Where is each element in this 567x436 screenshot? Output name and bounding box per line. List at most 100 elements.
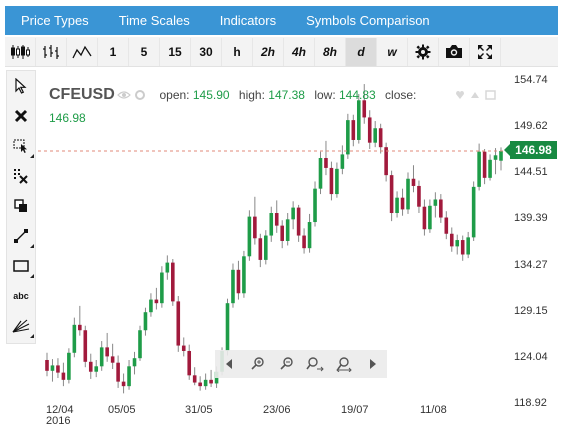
period-4h-button[interactable]: 4h	[284, 37, 315, 66]
zoom-reset-icon[interactable]	[333, 353, 355, 375]
drawing-tools-sidebar: abc	[6, 70, 36, 344]
copy-icon[interactable]	[7, 191, 35, 221]
candlestick-chart[interactable]	[38, 70, 506, 400]
menu-price-types[interactable]: Price Types	[21, 13, 89, 28]
heart-icon[interactable]	[456, 91, 464, 99]
candle	[138, 325, 142, 361]
candle	[181, 337, 186, 357]
trend-line-icon[interactable]	[7, 221, 35, 251]
legend-tools	[117, 88, 147, 106]
candle	[477, 143, 481, 191]
x-tick-label: 11/08	[420, 404, 447, 416]
delete-x-icon[interactable]	[7, 101, 35, 131]
gear-small-icon[interactable]	[135, 90, 145, 100]
candle	[406, 172, 410, 214]
zoom-expand-icon[interactable]	[304, 353, 326, 375]
scroll-right-icon[interactable]	[362, 353, 384, 375]
x-tick-label: 31/05	[185, 404, 213, 416]
candle	[395, 191, 399, 218]
fan-lines-icon[interactable]	[7, 311, 35, 341]
period-5-button[interactable]: 5	[129, 37, 160, 66]
period-d-button[interactable]: d	[346, 37, 377, 66]
period-w-button[interactable]: w	[377, 37, 408, 66]
candle	[351, 114, 356, 147]
candle	[50, 359, 55, 382]
scroll-left-icon[interactable]	[218, 353, 240, 375]
candle	[482, 148, 487, 185]
camera-icon[interactable]	[439, 37, 470, 66]
close-label: close:	[385, 88, 417, 102]
cursor-arrow-icon[interactable]	[7, 71, 35, 101]
candle	[171, 259, 175, 306]
candle	[72, 317, 77, 358]
y-tick-label: 154.74	[514, 74, 548, 86]
period-8h-button[interactable]: 8h	[315, 37, 346, 66]
settings-gear-icon[interactable]	[408, 37, 439, 66]
candle	[149, 293, 153, 317]
menu-symbols-comparison[interactable]: Symbols Comparison	[306, 13, 430, 28]
fullscreen-icon[interactable]	[470, 37, 501, 66]
candle	[154, 287, 159, 310]
candle	[340, 145, 345, 175]
menu-time-scales[interactable]: Time Scales	[118, 13, 190, 28]
menu-indicators[interactable]: Indicators	[219, 13, 277, 28]
ohlc-legend: CFEUSD open: 145.90 high: 147.38 low: 14…	[49, 83, 469, 130]
period-30-button[interactable]: 30	[191, 37, 222, 66]
select-area-icon[interactable]	[7, 131, 35, 161]
symbol-name: CFEUSD	[49, 86, 115, 103]
open-value: 145.90	[192, 88, 230, 102]
eye-icon[interactable]	[117, 91, 131, 99]
candlestick-icon[interactable]	[5, 37, 36, 66]
price-axis[interactable]: 154.74 149.62 144.51 139.39 134.27 129.15 124.…	[506, 70, 560, 416]
y-tick-label: 134.27	[514, 258, 548, 271]
period-2h-button[interactable]: 2h	[253, 37, 284, 66]
candle	[258, 233, 263, 268]
period-h-button[interactable]: h	[222, 37, 253, 66]
zoom-out-icon[interactable]	[276, 353, 298, 375]
text-abc-icon[interactable]: abc	[13, 291, 29, 301]
period-15-button[interactable]: 15	[160, 37, 191, 66]
candle	[143, 307, 148, 336]
candle	[121, 373, 126, 394]
line-chart-icon[interactable]	[67, 37, 98, 66]
candle	[231, 263, 235, 308]
candle	[88, 353, 93, 379]
candle	[176, 295, 181, 352]
candle	[45, 352, 49, 377]
price-chart[interactable]	[38, 70, 506, 400]
pane-up-icon[interactable]	[471, 92, 479, 98]
candle	[362, 84, 367, 124]
candle	[329, 161, 334, 201]
high-label: high:	[238, 88, 265, 102]
candle	[203, 373, 208, 390]
maximize-pane-icon[interactable]	[485, 90, 496, 100]
candle	[433, 192, 438, 218]
candle	[335, 162, 339, 198]
pane-tools	[455, 88, 497, 106]
period-1-button[interactable]: 1	[98, 37, 129, 66]
candle	[488, 154, 492, 181]
candle	[367, 110, 372, 149]
zoom-in-icon[interactable]	[247, 353, 269, 375]
candle	[274, 200, 279, 233]
y-tick-label: 139.39	[514, 212, 548, 225]
candle	[160, 266, 164, 308]
rectangle-icon[interactable]	[7, 251, 35, 281]
candle	[417, 180, 421, 214]
candle	[110, 343, 115, 370]
clear-drawings-icon[interactable]	[7, 161, 35, 191]
candle	[400, 188, 405, 216]
candle	[384, 142, 388, 182]
open-label: open:	[159, 88, 190, 102]
candle	[318, 151, 323, 195]
candle	[83, 325, 88, 368]
x-tick-label: 05/05	[108, 404, 136, 416]
candle	[94, 359, 99, 378]
candle	[280, 220, 285, 249]
close-value: 146.98	[49, 111, 86, 125]
candle	[127, 359, 131, 390]
candle	[116, 355, 120, 388]
ohlc-bars-icon[interactable]	[36, 37, 67, 66]
y-tick-label: 144.51	[514, 166, 548, 179]
candle	[247, 210, 252, 261]
